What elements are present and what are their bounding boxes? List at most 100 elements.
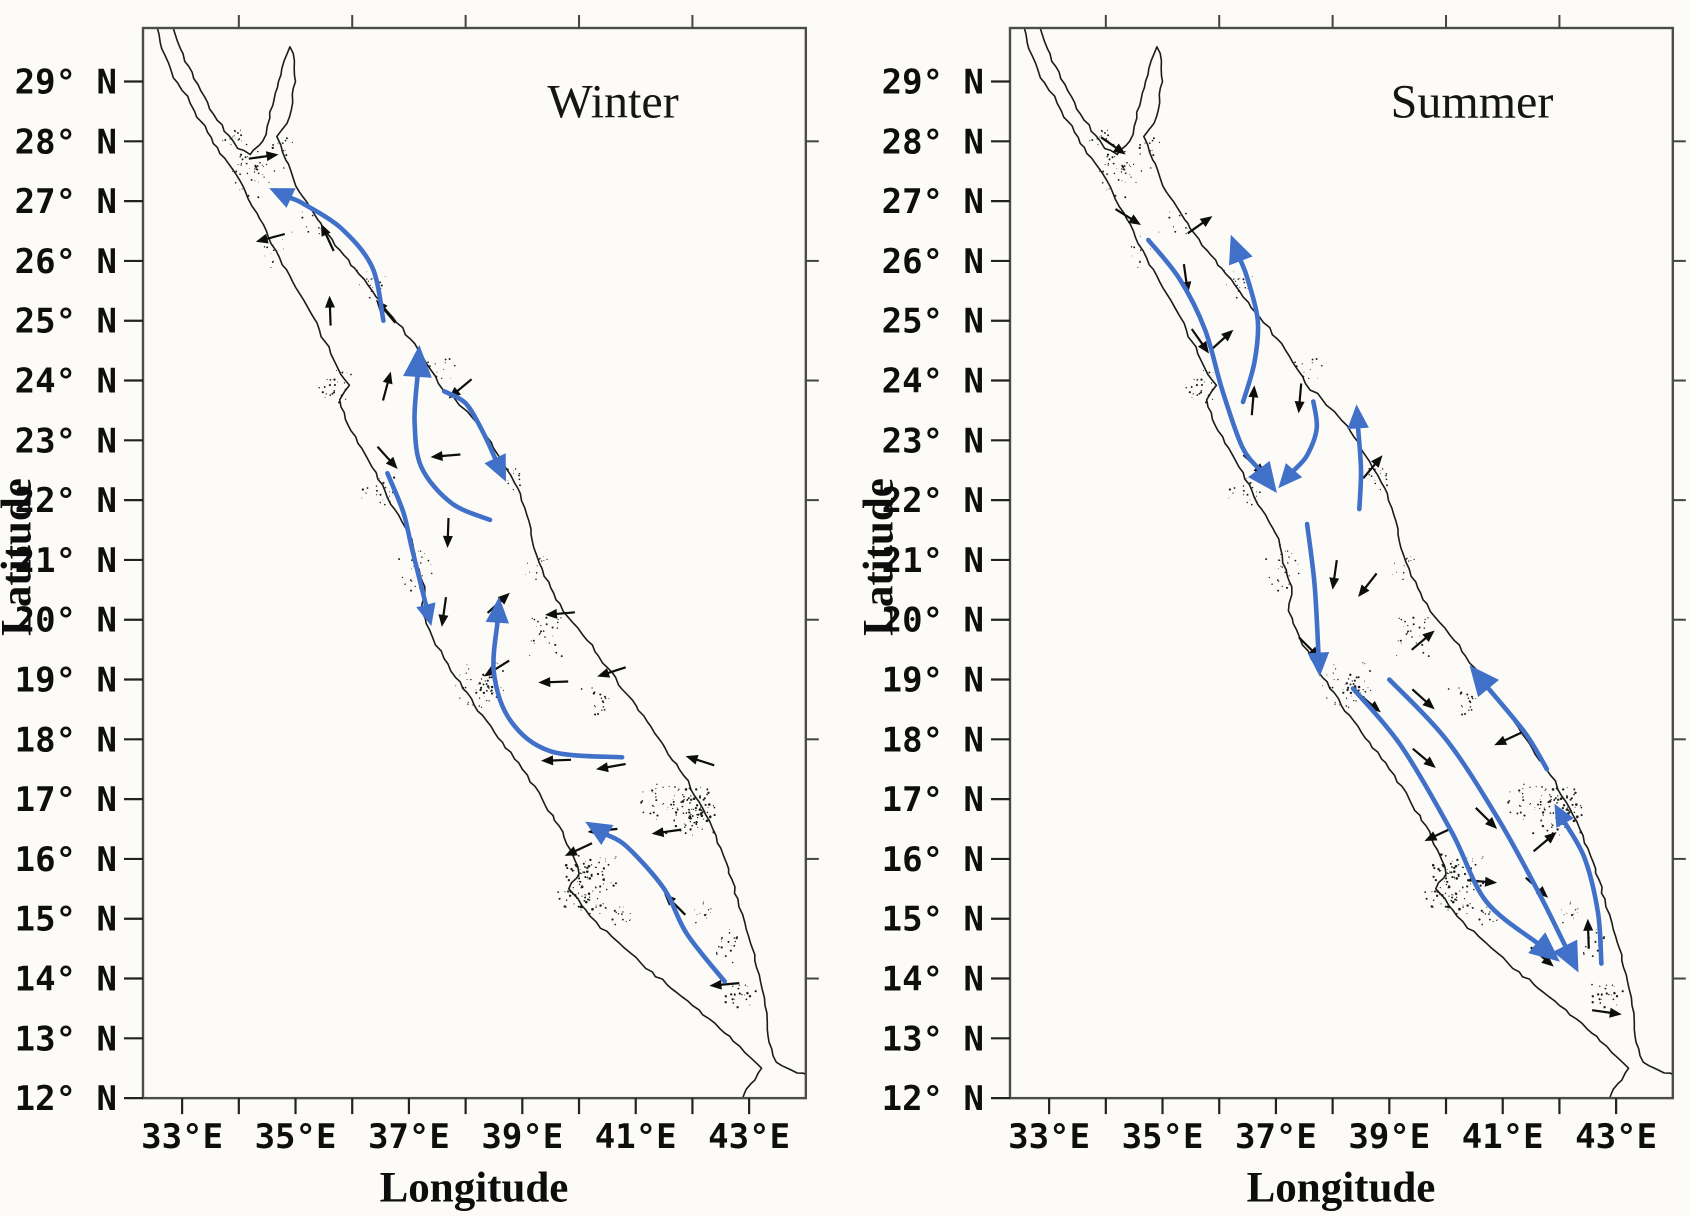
flow-vector-arrow: [321, 223, 335, 252]
panel-title-winter: Winter: [547, 75, 679, 129]
flow-vector-arrow: [596, 762, 626, 773]
flow-vector-arrow: [1114, 208, 1141, 225]
x-tick-label: 37°E: [1235, 1117, 1317, 1157]
y-tick-label: 28° N: [15, 122, 117, 162]
current-arrow: [385, 470, 436, 627]
y-axis-title-summer: Latitude: [855, 478, 903, 636]
current-arrow: [585, 821, 727, 984]
y-tick-label: 19° N: [882, 661, 984, 701]
current-arrow: [441, 389, 506, 482]
flow-vector-arrow: [1411, 688, 1435, 710]
y-tick-label: 24° N: [15, 362, 117, 402]
flow-vector-arrow: [381, 371, 393, 401]
plot-border: [1008, 26, 1675, 1100]
flow-vector-arrow: [709, 979, 740, 990]
y-tick-label: 25° N: [15, 302, 117, 342]
y-tick-label: 17° N: [882, 780, 984, 820]
flow-vector-arrow: [1583, 918, 1594, 949]
flow-vector-arrow: [1467, 876, 1498, 887]
y-tick-label: 14° N: [882, 960, 984, 1000]
y-tick-label: 23° N: [15, 421, 117, 461]
y-tick-label: 15° N: [15, 900, 117, 940]
y-tick-label: 23° N: [882, 421, 984, 461]
x-tick-label: 43°E: [708, 1117, 790, 1157]
y-axis-title-winter: Latitude: [0, 478, 41, 636]
y-tick-label: 21° N: [882, 541, 984, 581]
coastline-west: [156, 28, 763, 1099]
x-tick-label: 39°E: [1348, 1117, 1430, 1157]
flow-vector-arrow: [1190, 328, 1209, 354]
y-tick-label: 22° N: [15, 481, 117, 521]
flow-vector-arrow: [1294, 383, 1305, 414]
x-tick-label: 41°E: [595, 1117, 677, 1157]
current-arrow: [403, 345, 493, 523]
current-arrow: [1350, 686, 1560, 962]
coastline-east: [172, 28, 806, 1076]
x-axis-title-winter: Longitude: [379, 1164, 569, 1212]
y-tick-label: 12° N: [882, 1079, 984, 1119]
coastline-east: [1039, 28, 1673, 1076]
y-tick-label: 29° N: [882, 63, 984, 103]
summer-map: [1023, 28, 1673, 1099]
current-arrow: [1304, 521, 1330, 677]
y-tick-label: 20° N: [15, 601, 117, 641]
flow-vector-arrow: [564, 842, 593, 856]
flow-vector-arrow: [538, 677, 569, 688]
y-tick-label: 15° N: [882, 900, 984, 940]
current-arrow: [1554, 803, 1604, 966]
x-tick-label: 33°E: [1008, 1117, 1090, 1157]
flow-vector-arrow: [430, 451, 461, 461]
current-arrow: [1347, 404, 1369, 512]
y-tick-label: 27° N: [15, 182, 117, 222]
flow-vector-arrow: [438, 597, 449, 627]
flow-vector-arrow: [541, 755, 572, 766]
flow-vector-arrow: [1362, 455, 1383, 480]
plot-border: [141, 26, 808, 1100]
flow-vector-arrow: [1494, 731, 1522, 746]
panel-title-summer: Summer: [1390, 75, 1554, 129]
coastline-west: [1023, 28, 1630, 1099]
x-tick-label: 43°E: [1575, 1117, 1657, 1157]
flow-vector-arrow: [1591, 1007, 1622, 1018]
y-tick-label: 29° N: [15, 63, 117, 103]
y-tick-label: 26° N: [882, 242, 984, 282]
flow-vector-arrow: [1412, 747, 1436, 768]
y-tick-label: 18° N: [882, 720, 984, 760]
flow-vector-arrow: [651, 827, 682, 838]
y-tick-label: 14° N: [15, 960, 117, 1000]
flow-vector-arrow: [1532, 832, 1557, 853]
flow-vector-arrow: [1475, 807, 1498, 829]
current-arrow: [485, 596, 625, 760]
flow-vector-arrow: [483, 659, 510, 677]
current-arrow: [1469, 665, 1550, 772]
x-tick-label: 41°E: [1462, 1117, 1544, 1157]
y-tick-label: 26° N: [15, 242, 117, 282]
y-tick-label: 16° N: [15, 840, 117, 880]
y-tick-label: 17° N: [15, 780, 117, 820]
y-tick-label: 18° N: [15, 720, 117, 760]
current-arrow: [269, 188, 386, 323]
winter-map: [156, 28, 806, 1099]
y-tick-label: 16° N: [882, 840, 984, 880]
x-tick-label: 39°E: [481, 1117, 563, 1157]
x-tick-label: 33°E: [141, 1117, 223, 1157]
x-tick-label: 35°E: [255, 1117, 337, 1157]
flow-vector-arrow: [1358, 572, 1378, 597]
flow-vector-arrow: [1329, 559, 1340, 590]
x-tick-label: 35°E: [1122, 1117, 1204, 1157]
flow-vector-arrow: [255, 232, 286, 244]
y-tick-label: 24° N: [882, 362, 984, 402]
y-tick-label: 22° N: [882, 481, 984, 521]
flow-vector-arrow: [248, 151, 279, 162]
y-tick-label: 27° N: [882, 182, 984, 222]
x-tick-label: 37°E: [368, 1117, 450, 1157]
current-arrow: [1387, 677, 1579, 973]
y-tick-label: 13° N: [15, 1019, 117, 1059]
flow-vector-arrow: [1187, 216, 1213, 235]
y-tick-label: 25° N: [882, 302, 984, 342]
y-tick-label: 12° N: [15, 1079, 117, 1119]
current-arrow: [1278, 399, 1320, 489]
y-tick-label: 20° N: [882, 601, 984, 641]
